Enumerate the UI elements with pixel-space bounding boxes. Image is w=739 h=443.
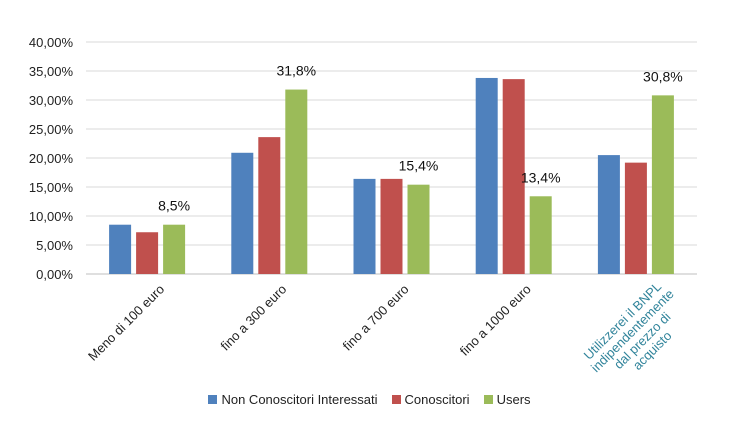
legend-item-non-conoscitori: Non Conoscitori Interessati	[208, 392, 378, 407]
bar	[624, 162, 647, 274]
data-label: 15,4%	[399, 158, 439, 174]
legend-swatch-non-conoscitori	[208, 395, 218, 404]
y-tick-label: 35,00%	[29, 64, 74, 79]
bar	[651, 95, 674, 274]
legend-item-conoscitori: Conoscitori	[391, 392, 470, 407]
bar	[285, 89, 308, 274]
y-tick-label: 5,00%	[36, 238, 73, 253]
x-tick-label: fino a 700 euro	[340, 282, 412, 354]
bar	[529, 196, 552, 274]
data-label: 30,8%	[643, 68, 683, 84]
data-label: 13,4%	[521, 169, 561, 185]
bar	[258, 137, 281, 274]
legend-item-users: Users	[483, 392, 531, 407]
legend-label-conoscitori: Conoscitori	[404, 392, 470, 407]
legend-label-non-conoscitori: Non Conoscitori Interessati	[221, 392, 378, 407]
y-tick-label: 0,00%	[36, 267, 73, 282]
x-tick-label: Utilizzerei il BNPLindipendentementedal …	[578, 276, 697, 395]
y-tick-label: 15,00%	[29, 180, 74, 195]
chart-legend: Non Conoscitori Interessati Conoscitori …	[0, 392, 739, 407]
y-tick-label: 25,00%	[29, 122, 74, 137]
bar	[163, 224, 186, 274]
y-tick-label: 10,00%	[29, 209, 74, 224]
bar	[353, 178, 376, 274]
legend-swatch-users	[483, 395, 493, 404]
legend-swatch-conoscitori	[391, 395, 401, 404]
bar	[407, 184, 430, 274]
bar	[231, 152, 254, 274]
bar	[597, 155, 620, 274]
legend-label-users: Users	[496, 392, 531, 407]
x-tick-label: fino a 1000 euro	[457, 282, 534, 359]
bar	[502, 79, 525, 275]
y-tick-label: 30,00%	[29, 93, 74, 108]
y-tick-label: 40,00%	[29, 35, 74, 50]
bar	[380, 178, 403, 274]
data-label: 31,8%	[276, 63, 316, 79]
y-tick-label: 20,00%	[29, 151, 74, 166]
bar	[475, 77, 498, 275]
bar	[136, 232, 159, 274]
data-label: 8,5%	[158, 198, 190, 214]
x-tick-label: fino a 300 euro	[217, 282, 289, 354]
bar	[109, 224, 132, 274]
x-tick-label: Meno di 100 euro	[85, 282, 167, 364]
